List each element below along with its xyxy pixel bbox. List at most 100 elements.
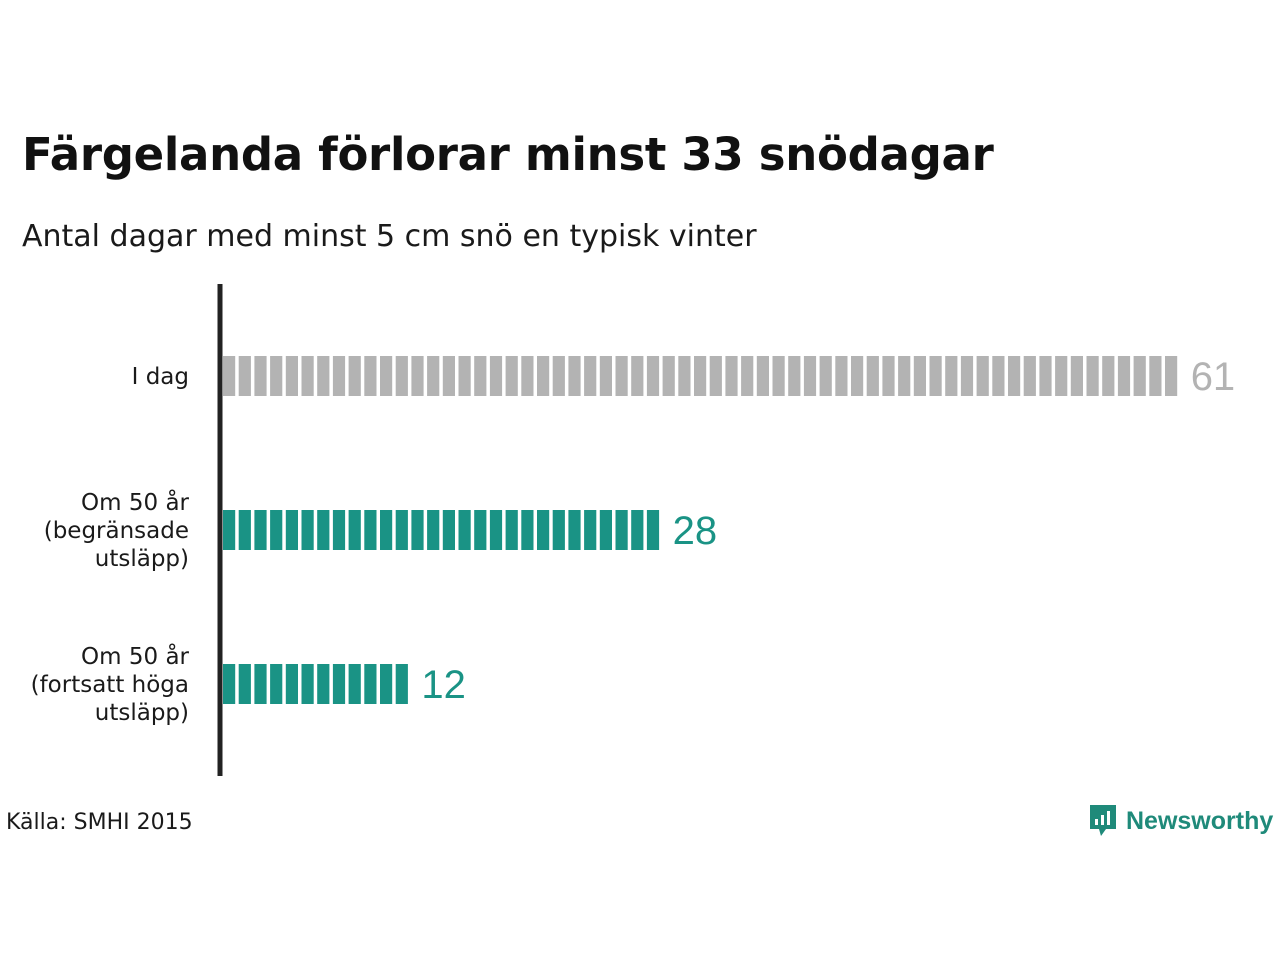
- bar-segment: [380, 664, 393, 704]
- bar-segment: [615, 356, 628, 396]
- bar-segment: [678, 356, 691, 396]
- bar-segment: [427, 510, 440, 550]
- bar-segment: [285, 356, 298, 396]
- bar-segment: [803, 356, 817, 396]
- bar-segment: [1070, 356, 1083, 396]
- bar-segment: [427, 356, 440, 396]
- bar-segment: [1102, 356, 1115, 396]
- bar-segment: [317, 664, 330, 704]
- bar-segment: [584, 510, 597, 550]
- bar-segment: [332, 510, 346, 550]
- bar-segment: [301, 664, 314, 704]
- bar-segment: [851, 356, 864, 396]
- bar-segment: [694, 356, 707, 396]
- bar-segment: [537, 510, 550, 550]
- bar-segment: [1165, 356, 1178, 396]
- bar-segment: [395, 664, 408, 704]
- bar-segment: [615, 510, 628, 550]
- bar-segment: [474, 510, 487, 550]
- category-label: Om 50 år: [81, 642, 189, 670]
- bar-segment: [411, 356, 424, 396]
- bar-segment: [725, 356, 738, 396]
- bar-3: [223, 664, 408, 704]
- bar-segment: [364, 356, 377, 396]
- source-note: Källa: SMHI 2015: [6, 810, 193, 835]
- newsworthy-logo: Newsworthy: [1088, 803, 1273, 839]
- bar-segment: [599, 356, 612, 396]
- bar-segment: [254, 510, 267, 550]
- bar-segment: [568, 356, 581, 396]
- bar-segment: [458, 510, 471, 550]
- bar-1: [223, 356, 1178, 396]
- bar-segment: [489, 356, 503, 396]
- bar-segment: [254, 664, 267, 704]
- bar-2: [223, 510, 660, 550]
- bar-segment: [301, 510, 314, 550]
- bar-segment: [1086, 356, 1099, 396]
- bar-segment: [521, 356, 534, 396]
- bar-segment: [474, 356, 487, 396]
- bar-segment: [317, 356, 330, 396]
- category-label: utsläpp): [95, 546, 189, 572]
- newsworthy-chart-bubble-icon: [1090, 805, 1116, 836]
- bar-segment: [317, 510, 330, 550]
- bar-segment: [238, 664, 251, 704]
- category-label: (fortsatt höga: [31, 672, 189, 698]
- bar-segment: [348, 510, 361, 550]
- bar-segment: [646, 510, 660, 550]
- bar-segment: [270, 664, 283, 704]
- bar-segment: [364, 664, 377, 704]
- category-label: I dag: [132, 364, 189, 390]
- bar-segment: [332, 664, 346, 704]
- bar-segment: [521, 510, 534, 550]
- bar-segment: [709, 356, 722, 396]
- bar-segment: [584, 356, 597, 396]
- bar-segment: [1008, 356, 1021, 396]
- category-label: (begränsade: [44, 518, 189, 544]
- bar-segment: [945, 356, 958, 396]
- bar-segment: [270, 356, 283, 396]
- bar-segment: [348, 356, 361, 396]
- bar-segment: [882, 356, 895, 396]
- bar-segment: [1133, 356, 1146, 396]
- bar-segment: [223, 664, 236, 704]
- bar-segment: [380, 356, 393, 396]
- bar-segment: [1023, 356, 1036, 396]
- bar-segment: [489, 510, 503, 550]
- bar-segment: [568, 510, 581, 550]
- bar-segment: [223, 356, 236, 396]
- bar-segment: [835, 356, 848, 396]
- bar-segment: [395, 510, 408, 550]
- bar-segment: [395, 356, 408, 396]
- bar-segment: [301, 356, 314, 396]
- bar-segment: [285, 510, 298, 550]
- bar-segment: [756, 356, 769, 396]
- bar-segment: [442, 510, 455, 550]
- bar-segment: [866, 356, 879, 396]
- bar-segment: [960, 356, 974, 396]
- chart-title: Färgelanda förlorar minst 33 snödagar: [22, 128, 994, 181]
- bar-segment: [552, 510, 565, 550]
- bar-segment: [631, 356, 644, 396]
- bar-segment: [238, 356, 251, 396]
- bar-segment: [254, 356, 267, 396]
- value-label: 28: [673, 509, 718, 553]
- bar-segment: [505, 510, 518, 550]
- logo-text: Newsworthy: [1126, 806, 1274, 835]
- bar-segment: [411, 510, 424, 550]
- value-label: 61: [1191, 355, 1236, 399]
- bar-segment: [1039, 356, 1052, 396]
- bar-segment: [1055, 356, 1068, 396]
- bar-segment: [238, 510, 251, 550]
- bar-segment: [992, 356, 1005, 396]
- bar-segment: [1117, 356, 1131, 396]
- bar-segment: [913, 356, 926, 396]
- bar-segment: [741, 356, 754, 396]
- value-label: 12: [421, 663, 466, 707]
- bar-segment: [788, 356, 801, 396]
- bar-segment: [537, 356, 550, 396]
- bar-segment: [552, 356, 565, 396]
- bar-segment: [898, 356, 911, 396]
- bar-segment: [380, 510, 393, 550]
